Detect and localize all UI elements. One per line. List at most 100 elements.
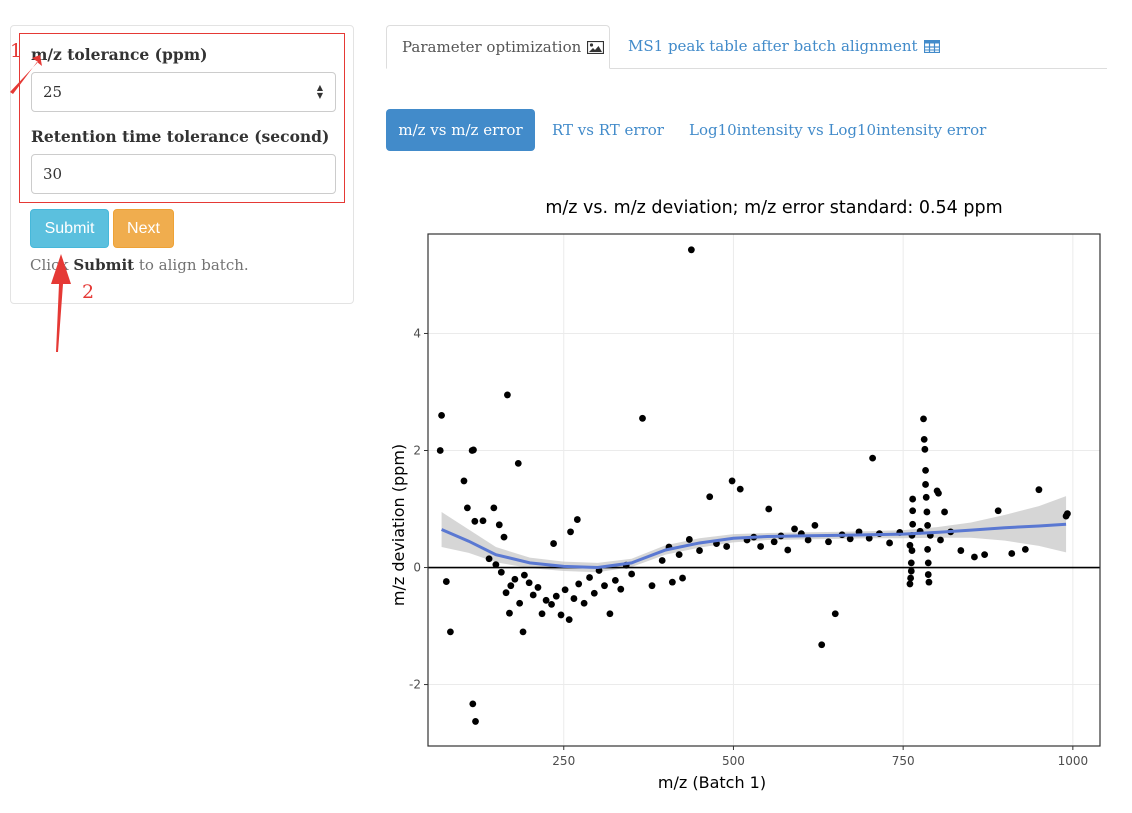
data-point: [907, 574, 915, 582]
data-point: [1064, 510, 1071, 518]
data-point: [516, 599, 524, 607]
data-point: [542, 596, 550, 604]
pill-log10intensity-error[interactable]: Log10intensity vs Log10intensity error: [689, 121, 987, 139]
data-point: [500, 533, 508, 541]
data-point: [907, 567, 915, 575]
data-point: [922, 466, 929, 474]
plot-border: [427, 233, 1101, 747]
help-text: Click Submit to align batch.: [30, 256, 249, 274]
data-point: [906, 580, 914, 588]
smooth-trend-line: [440, 522, 1067, 570]
y-tick-label: 0: [413, 561, 421, 575]
help-suffix: to align batch.: [134, 256, 249, 274]
data-point: [511, 575, 519, 583]
rt-tolerance-input[interactable]: 30: [31, 154, 336, 194]
tab-ms1-peak-table[interactable]: MS1 peak table after batch alignment: [628, 37, 940, 55]
data-point: [924, 545, 931, 553]
data-point: [570, 595, 578, 602]
data-point: [909, 507, 917, 515]
data-point: [757, 543, 765, 550]
image-icon: [587, 40, 605, 54]
data-point: [825, 538, 832, 546]
data-point: [920, 435, 928, 443]
tab-label: MS1 peak table after batch alignment: [628, 37, 918, 55]
annotation-number-2: 2: [82, 281, 95, 303]
data-point: [586, 574, 593, 581]
data-point: [628, 570, 636, 578]
y-axis-title: m/z deviation (ppm): [389, 444, 408, 606]
data-point: [971, 553, 978, 561]
tab-parameter-optimization[interactable]: Parameter optimization: [386, 25, 610, 69]
data-point: [784, 546, 792, 554]
data-point: [534, 584, 542, 591]
data-point: [611, 577, 619, 584]
rt-tolerance-label: Retention time tolerance (second): [31, 127, 330, 146]
data-point: [685, 536, 693, 543]
y-tick-label: 2: [413, 444, 421, 458]
data-point: [922, 493, 930, 501]
x-tick-label: 1000: [1058, 754, 1089, 768]
data-point: [981, 551, 989, 559]
data-point: [590, 589, 598, 597]
data-point: [552, 592, 560, 600]
spinner-down-icon[interactable]: ▼: [316, 91, 324, 100]
x-tick-label: 500: [722, 754, 745, 768]
data-point: [538, 610, 546, 618]
next-button[interactable]: Next: [113, 209, 174, 248]
data-point: [804, 536, 812, 544]
data-point: [736, 485, 744, 493]
data-point: [906, 541, 914, 549]
data-point: [723, 543, 731, 550]
data-point: [507, 582, 515, 590]
data-point: [495, 521, 503, 529]
annotation-highlight-box: [19, 33, 345, 203]
data-point: [492, 561, 500, 569]
data-point: [460, 477, 468, 485]
data-point: [924, 559, 932, 567]
data-point: [463, 504, 471, 512]
annotation-arrow-1: [10, 55, 42, 94]
data-point: [909, 520, 917, 528]
data-point: [886, 539, 893, 547]
data-point: [831, 610, 839, 618]
data-point: [668, 578, 676, 586]
help-bold: Submit: [73, 256, 135, 274]
number-spinner[interactable]: ▲ ▼: [315, 84, 325, 100]
pill-rt-vs-rt-error[interactable]: RT vs RT error: [552, 121, 664, 139]
data-point: [765, 505, 773, 513]
data-point: [580, 599, 588, 607]
data-point: [1035, 486, 1043, 494]
data-point: [728, 477, 736, 485]
data-point: [471, 517, 479, 525]
data-point: [606, 610, 614, 618]
spinner-up-icon[interactable]: ▲: [316, 83, 324, 92]
data-point: [567, 528, 574, 536]
table-icon: [923, 39, 940, 53]
data-point: [922, 481, 929, 488]
tabs-divider: [386, 68, 1107, 69]
y-tick-label: -2: [409, 678, 421, 692]
mz-tolerance-input[interactable]: 25 ▲ ▼: [31, 72, 336, 112]
annotation-number-1: 1: [10, 40, 23, 62]
data-point: [909, 495, 917, 503]
data-point: [550, 540, 557, 547]
data-point: [921, 445, 929, 453]
plot-panel: [428, 234, 1100, 746]
data-point: [706, 493, 714, 501]
data-point: [557, 611, 565, 619]
data-point: [506, 609, 513, 617]
mz-tolerance-value: 25: [43, 83, 63, 101]
data-point: [907, 559, 915, 567]
submit-button[interactable]: Submit: [30, 209, 109, 248]
data-point: [519, 628, 527, 636]
data-point: [469, 700, 477, 708]
data-point: [869, 454, 877, 462]
mz-deviation-scatter-plot: m/z vs. m/z deviation; m/z error standar…: [389, 198, 1101, 792]
data-point: [639, 414, 646, 422]
pill-mz-vs-mz-error[interactable]: m/z vs m/z error: [386, 109, 535, 151]
data-point: [924, 522, 931, 529]
chart-title: m/z vs. m/z deviation; m/z error standar…: [545, 198, 1002, 218]
data-point: [1021, 545, 1029, 553]
data-point: [658, 557, 666, 564]
data-point: [920, 415, 927, 423]
